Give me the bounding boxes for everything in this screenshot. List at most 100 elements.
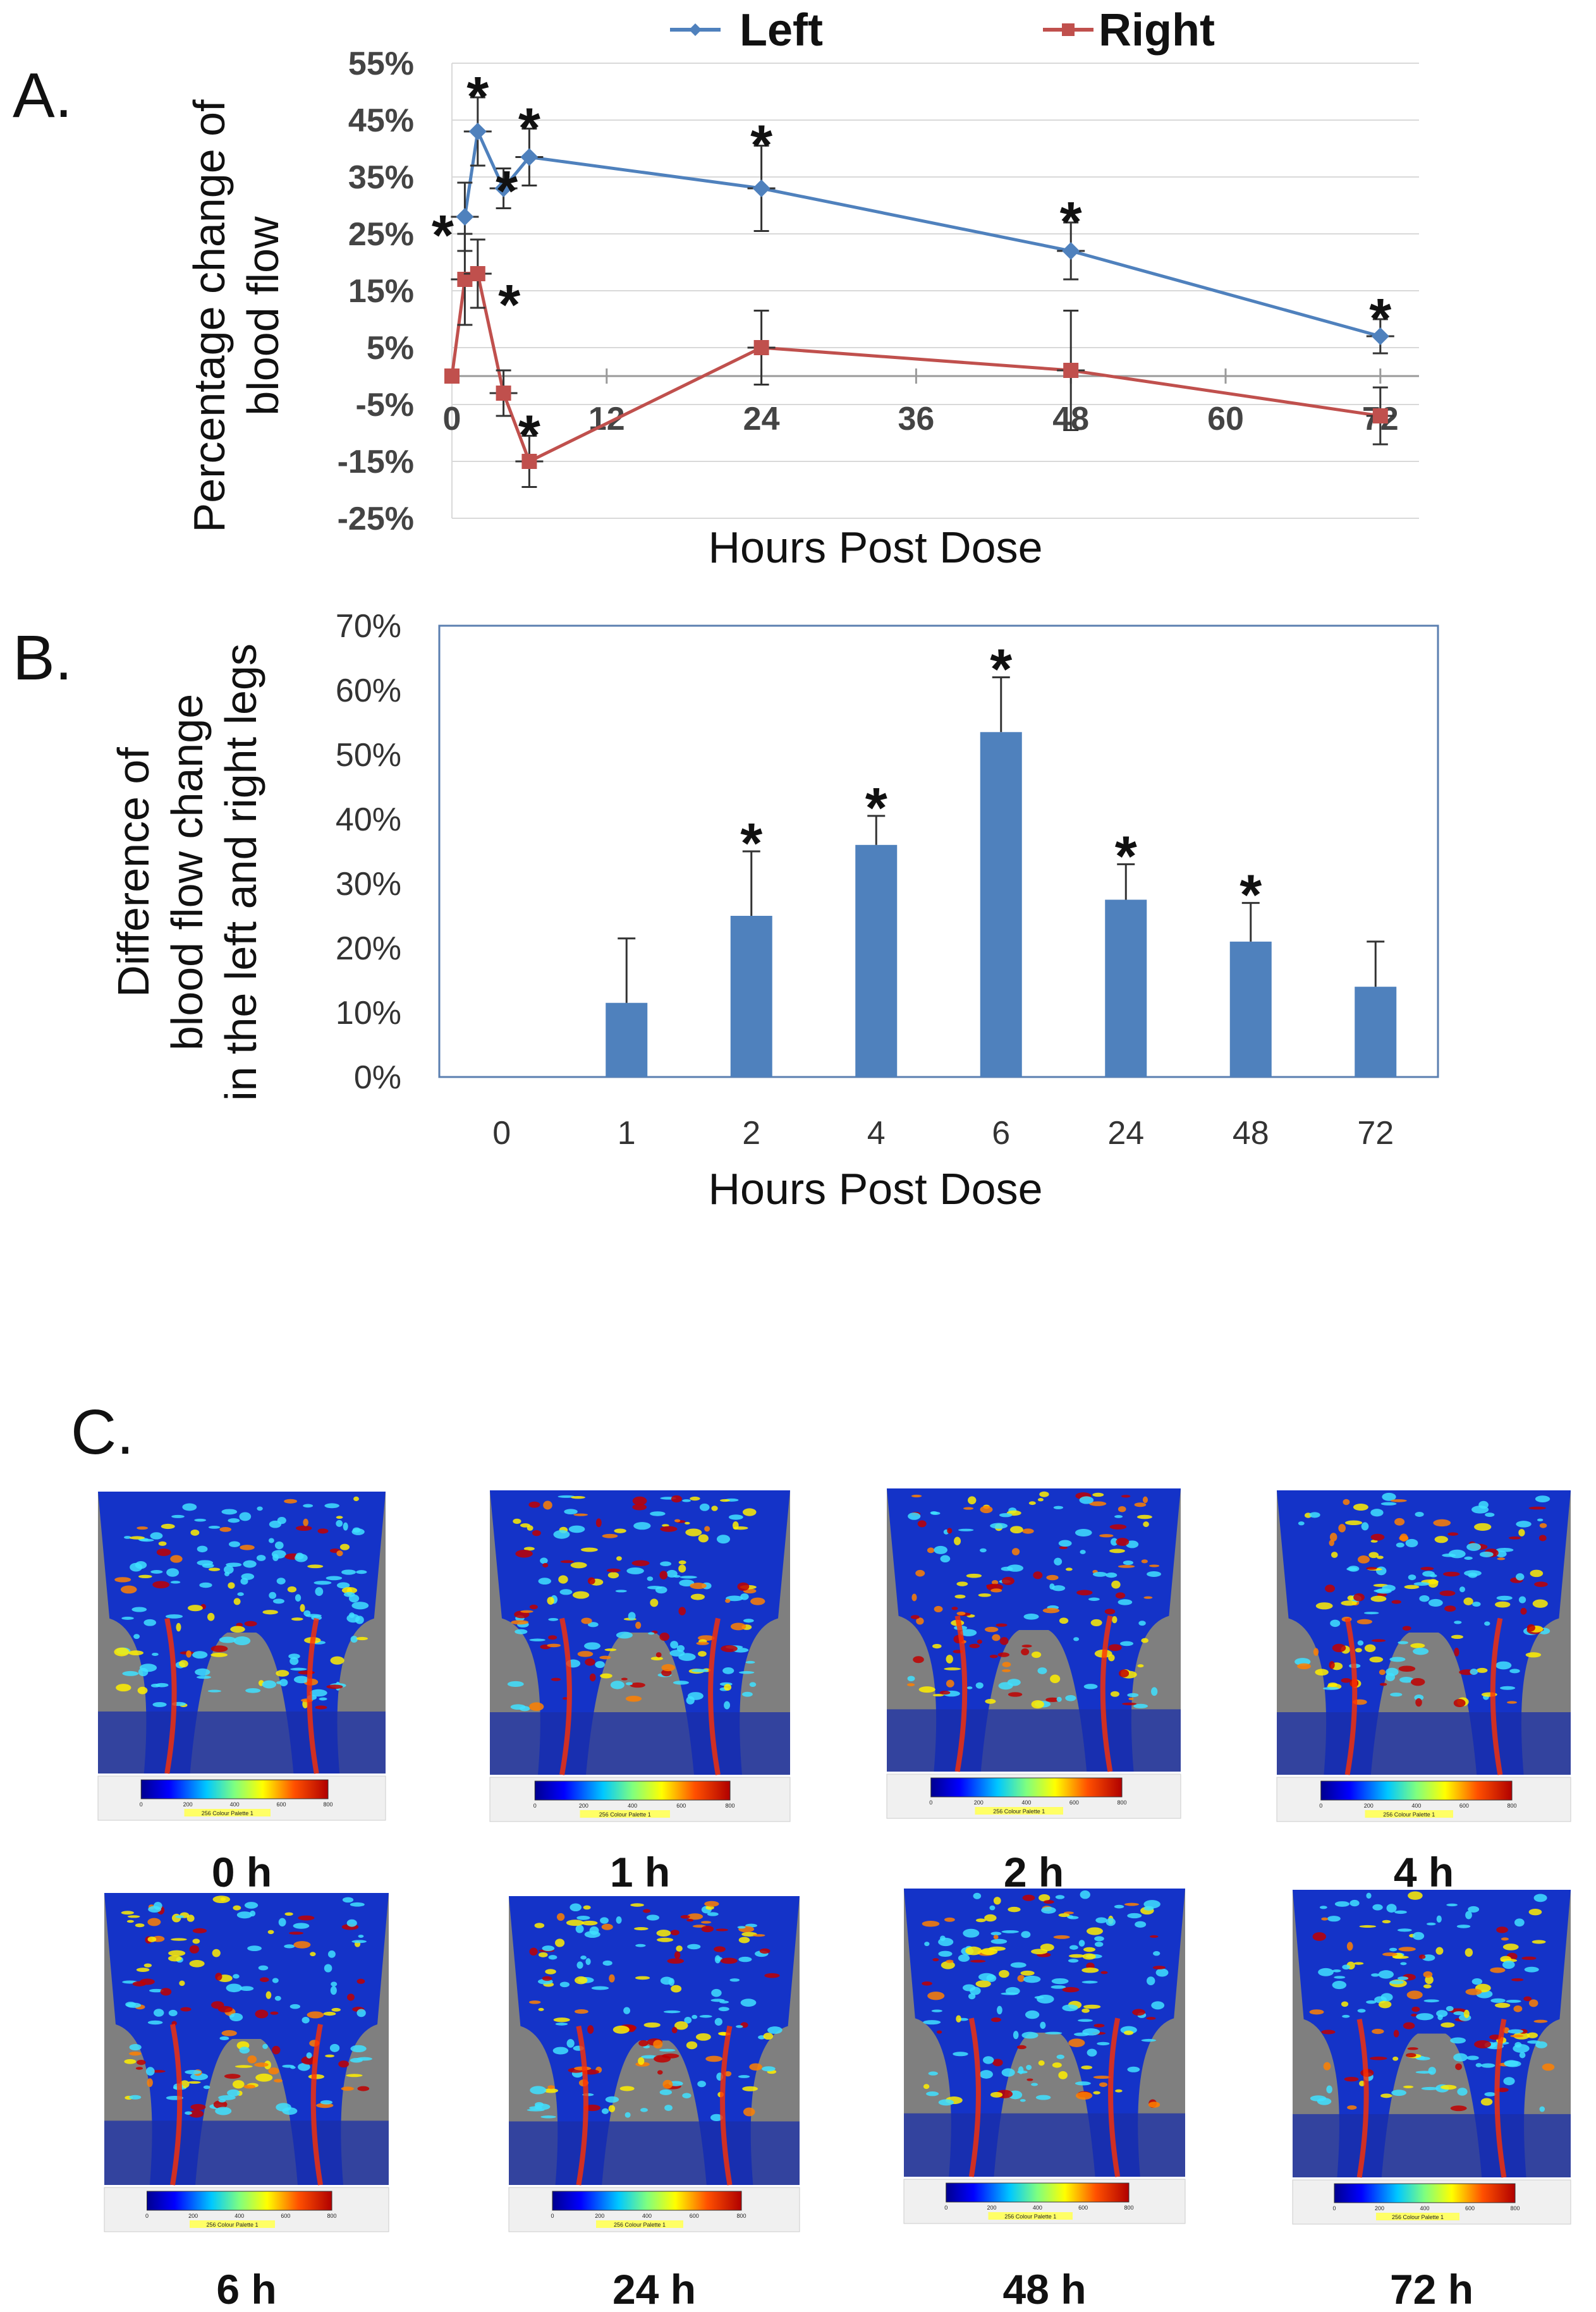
thumbnail-perfusion-speck	[233, 1905, 241, 1911]
thumbnail-perfusion-speck	[1127, 2066, 1140, 2072]
thumbnail-perfusion-speck	[1042, 1608, 1060, 1614]
panel-a-significance-star: *	[1060, 191, 1082, 254]
thumbnail-perfusion-speck	[1394, 1518, 1405, 1526]
thumbnail-perfusion-speck	[568, 1525, 585, 1533]
thumbnail-palette-name: 256 Colour Palette 1	[1383, 1811, 1435, 1818]
thumbnail-colorbar-tick: 0	[1319, 1803, 1322, 1809]
thumbnail-perfusion-speck	[725, 1598, 731, 1603]
panel-b-bar	[606, 1002, 648, 1077]
thumbnail-perfusion-speck	[1377, 1555, 1384, 1559]
thumbnail-perfusion-speck	[1323, 1687, 1339, 1690]
thumbnail-perfusion-speck	[1309, 2009, 1324, 2015]
thumbnail-perfusion-speck	[132, 1981, 146, 1986]
thumbnail-perfusion-speck	[1468, 1906, 1480, 1913]
thumbnail-perfusion-speck	[547, 1597, 554, 1605]
thumbnail-perfusion-speck	[529, 1604, 538, 1610]
thumbnail-colorbar-tick: 400	[1411, 1803, 1421, 1809]
thumbnail-perfusion-speck	[1334, 1901, 1350, 1907]
panel-a-y-tick: 45%	[348, 102, 414, 139]
thumbnail-perfusion-speck	[1446, 1903, 1458, 1907]
thumbnail-perfusion-speck	[917, 1520, 927, 1528]
thumbnail-perfusion-speck	[350, 1902, 365, 1907]
thumbnail-perfusion-speck	[965, 1946, 982, 1956]
panel-a-legend: Left Right	[670, 5, 1215, 56]
thumbnail-perfusion-speck	[699, 2015, 712, 2018]
thumbnail-perfusion-speck	[575, 1976, 588, 1985]
thumbnail-colorbar-tick: 600	[1459, 1803, 1469, 1809]
thumbnail-perfusion-speck	[199, 1582, 212, 1588]
thumbnail-perfusion-speck	[671, 2026, 678, 2034]
thumbnail-perfusion-speck	[1028, 1501, 1036, 1506]
thumbnail-time-label: 72 h	[1390, 2266, 1473, 2312]
thumbnail-perfusion-speck	[1114, 1515, 1123, 1518]
thumbnail-perfusion-speck	[1400, 1962, 1407, 1966]
thumbnail-perfusion-speck	[212, 1949, 221, 1957]
thumbnail-perfusion-speck	[743, 2107, 755, 2117]
thumbnail-perfusion-speck	[1506, 1999, 1521, 2003]
thumbnail-perfusion-speck	[1453, 2011, 1465, 2016]
thumbnail-perfusion-speck	[1110, 1691, 1119, 1697]
thumbnail-body	[104, 1893, 389, 2185]
thumbnail-perfusion-speck	[1046, 1574, 1059, 1581]
thumbnail-perfusion-speck	[556, 1913, 565, 1921]
thumbnail-colorbar-tick: 0	[1332, 2205, 1336, 2212]
thumbnail-colorbar-tick: 200	[1375, 2205, 1384, 2212]
thumbnail-perfusion-speck	[1510, 2035, 1524, 2038]
thumbnail-perfusion-speck	[716, 1928, 728, 1932]
thumbnail-perfusion-speck	[1017, 1974, 1025, 1982]
thumbnail-perfusion-speck	[544, 2088, 559, 2093]
thumbnail-perfusion-speck	[1022, 1894, 1035, 1901]
thumbnail-perfusion-speck	[323, 2011, 336, 2016]
thumbnail-leg-vessel	[1494, 2018, 1507, 2178]
thumbnail-perfusion-speck	[230, 1626, 245, 1633]
thumbnail-perfusion-speck	[743, 1619, 754, 1623]
thumbnail-perfusion-speck	[215, 1973, 222, 1981]
thumbnail-perfusion-speck	[1099, 2082, 1107, 2087]
thumbnail-perfusion-speck	[1056, 1696, 1062, 1702]
thumbnail-perfusion-speck	[1495, 1661, 1512, 1670]
thumbnail-floor	[887, 1709, 1181, 1772]
panel-a-significance-stars: **** *****	[432, 66, 1391, 468]
thumbnail-perfusion-speck	[1361, 1522, 1369, 1531]
thumbnail-perfusion-speck	[946, 1655, 953, 1664]
thumbnail-perfusion-speck	[168, 1955, 182, 1962]
thumbnail-perfusion-speck	[186, 1650, 192, 1658]
thumbnail-perfusion-speck	[1031, 1652, 1042, 1658]
thumbnail-perfusion-speck	[1390, 1692, 1403, 1697]
thumbnail-perfusion-speck	[1474, 1523, 1492, 1531]
thumbnail-perfusion-speck	[662, 2079, 673, 2089]
thumbnail-perfusion-speck	[698, 1534, 709, 1543]
thumbnail-perfusion-speck	[218, 2095, 236, 2100]
thumbnail-perfusion-speck	[728, 1514, 743, 1520]
thumbnail-perfusion-speck	[168, 2009, 178, 2017]
thumbnail-perfusion-speck	[630, 1682, 645, 1688]
thumbnail-perfusion-speck	[1324, 1585, 1335, 1593]
thumbnail-perfusion-speck	[147, 1918, 161, 1926]
thumbnail-perfusion-speck	[341, 1569, 356, 1575]
thumbnail-perfusion-speck	[1382, 1585, 1396, 1591]
thumbnail-perfusion-speck	[936, 2030, 942, 2034]
thumbnail-perfusion-speck	[152, 1652, 159, 1657]
thumbnail-perfusion-speck	[295, 1594, 302, 1602]
thumbnail-perfusion-speck	[553, 2017, 570, 2023]
thumbnail-perfusion-speck	[580, 1956, 587, 1960]
thumbnail-perfusion-speck	[1353, 1504, 1368, 1511]
thumbnail-perfusion-speck	[1321, 2029, 1336, 2035]
thumbnail-perfusion-speck	[268, 1538, 274, 1543]
thumbnail-perfusion-speck	[1020, 1970, 1035, 1976]
thumbnail-perfusion-speck	[1338, 1524, 1346, 1533]
thumbnail-1h: 0 200 400 600 800 256 Colour Palette 1 1 h	[489, 1490, 791, 1895]
thumbnail-perfusion-speck	[970, 1959, 986, 1963]
thumbnail-perfusion-speck	[557, 1495, 575, 1498]
thumbnail-perfusion-speck	[1329, 1661, 1335, 1669]
thumbnail-perfusion-speck	[927, 1992, 945, 2000]
thumbnail-perfusion-speck	[171, 1514, 185, 1518]
thumbnail-perfusion-speck	[1097, 2041, 1110, 2046]
thumbnail-perfusion-speck	[1155, 1968, 1169, 1977]
thumbnail-perfusion-speck	[742, 1691, 753, 1697]
thumbnail-perfusion-speck	[1428, 1598, 1443, 1607]
thumbnail-perfusion-speck	[984, 1914, 997, 1922]
thumbnail-perfusion-speck	[288, 1653, 300, 1659]
thumbnail-perfusion-speck	[538, 1578, 552, 1585]
